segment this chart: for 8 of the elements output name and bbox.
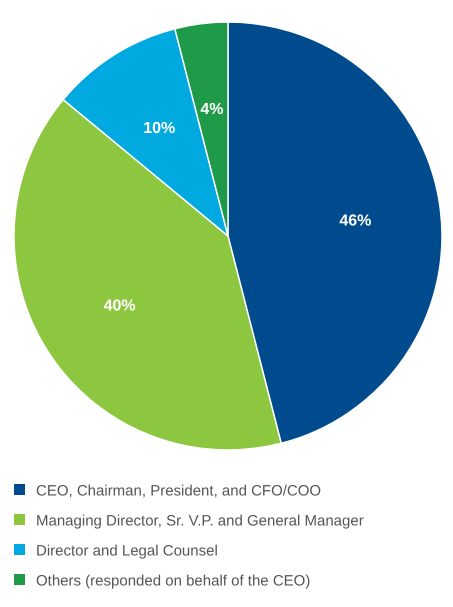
- legend-label: Managing Director, Sr. V.P. and General Manager: [36, 512, 364, 530]
- data-label: 46%: [339, 212, 372, 230]
- legend-label: Others (responded on behalf of the CEO): [36, 572, 310, 590]
- data-label: 4%: [200, 101, 224, 118]
- data-label: 10%: [143, 120, 176, 138]
- data-label: 40%: [104, 297, 136, 314]
- legend-label: CEO, Chairman, President, and CFO/COO: [36, 482, 322, 500]
- legend-label: Director and Legal Counsel: [36, 542, 218, 560]
